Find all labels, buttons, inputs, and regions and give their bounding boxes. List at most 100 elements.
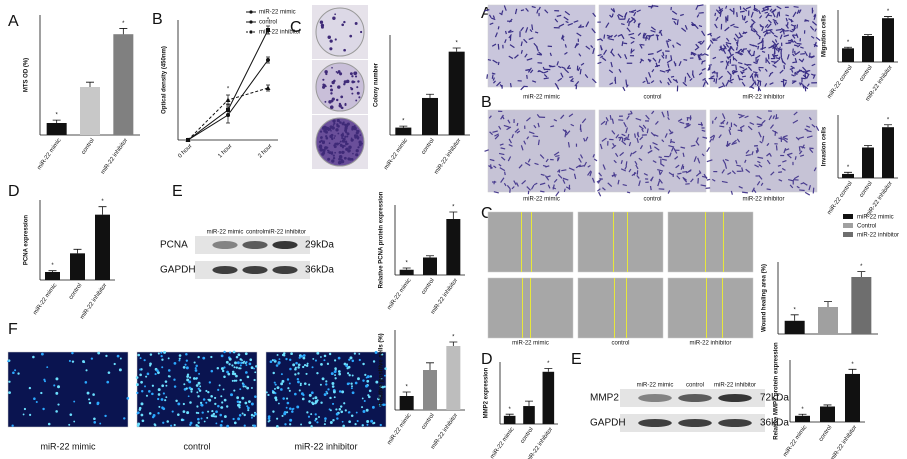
cell bbox=[660, 163, 665, 167]
cell bbox=[244, 385, 247, 388]
bar bbox=[80, 87, 100, 135]
cell bbox=[218, 384, 221, 387]
annotation: * bbox=[508, 407, 511, 413]
cell bbox=[550, 158, 554, 161]
cell bbox=[626, 84, 629, 88]
colony bbox=[332, 124, 335, 126]
cell bbox=[701, 67, 706, 71]
cell bbox=[684, 76, 687, 83]
cell bbox=[337, 356, 341, 360]
cell bbox=[636, 137, 639, 143]
cell bbox=[727, 46, 733, 52]
cell bbox=[667, 190, 671, 194]
cell bbox=[737, 113, 743, 117]
cell bbox=[782, 138, 788, 143]
cell bbox=[751, 81, 756, 87]
cell bbox=[652, 57, 657, 62]
cell bbox=[187, 395, 190, 398]
micrograph bbox=[667, 211, 754, 273]
cell bbox=[330, 372, 334, 376]
cell bbox=[361, 406, 364, 409]
lane-label: miR-22 inhibitor bbox=[714, 383, 756, 389]
cell bbox=[317, 416, 320, 418]
cell bbox=[682, 170, 688, 173]
panel-letter: C bbox=[481, 205, 493, 222]
cell bbox=[500, 114, 504, 120]
cell bbox=[701, 153, 705, 157]
cell bbox=[529, 69, 534, 74]
error-bar bbox=[452, 47, 461, 52]
cell bbox=[626, 62, 633, 64]
cell bbox=[567, 67, 572, 70]
cell bbox=[570, 77, 574, 82]
cell bbox=[530, 184, 535, 190]
cell bbox=[88, 401, 92, 405]
cell bbox=[544, 68, 551, 71]
cell bbox=[160, 398, 164, 401]
cell bbox=[136, 412, 139, 415]
x-tick-label: miR-22 mimic bbox=[32, 283, 58, 316]
cell bbox=[772, 64, 777, 68]
cell bbox=[567, 142, 570, 148]
colony bbox=[330, 88, 333, 92]
cell bbox=[500, 156, 506, 161]
cell bbox=[221, 369, 225, 373]
cell bbox=[242, 383, 245, 386]
cell bbox=[493, 165, 497, 169]
cell bbox=[661, 139, 665, 143]
cell bbox=[552, 186, 557, 190]
y-axis-label: Migration cells bbox=[822, 14, 828, 57]
cell bbox=[680, 164, 684, 170]
cell bbox=[813, 43, 818, 47]
cell bbox=[35, 400, 38, 404]
cell bbox=[636, 170, 639, 175]
cell bbox=[662, 51, 665, 57]
cell bbox=[244, 362, 247, 365]
cell bbox=[563, 188, 566, 193]
cell bbox=[771, 11, 776, 18]
colony bbox=[356, 137, 360, 140]
cell bbox=[236, 361, 240, 365]
cell bbox=[701, 30, 706, 37]
image-label: miR-22 mimic bbox=[41, 441, 96, 451]
cell bbox=[774, 117, 779, 120]
error-bar bbox=[119, 28, 128, 35]
cell bbox=[711, 70, 716, 74]
colony bbox=[333, 137, 336, 139]
cell bbox=[307, 415, 311, 418]
cell bbox=[520, 26, 525, 32]
cell bbox=[685, 122, 690, 125]
colony bbox=[319, 130, 323, 133]
cell bbox=[578, 26, 585, 28]
cell bbox=[697, 177, 699, 184]
cell bbox=[630, 49, 635, 53]
cell bbox=[636, 175, 640, 179]
cell bbox=[756, 58, 759, 65]
colony bbox=[334, 38, 337, 41]
cell bbox=[730, 190, 733, 195]
cell bbox=[533, 182, 538, 186]
cell bbox=[84, 381, 88, 384]
cell bbox=[239, 367, 242, 370]
cell bbox=[540, 173, 545, 176]
cell bbox=[775, 114, 778, 119]
cell bbox=[508, 30, 514, 34]
cell bbox=[777, 48, 783, 51]
cell bbox=[135, 376, 139, 379]
annotation: * bbox=[452, 335, 455, 341]
cell bbox=[792, 181, 794, 185]
cell bbox=[197, 395, 200, 398]
micrograph bbox=[667, 277, 754, 339]
cell bbox=[647, 53, 654, 56]
cell bbox=[223, 350, 226, 354]
cell bbox=[348, 358, 351, 361]
colony bbox=[329, 105, 334, 110]
cell bbox=[219, 413, 223, 417]
colony bbox=[325, 130, 328, 134]
micrograph bbox=[136, 351, 258, 428]
x-tick-label: control bbox=[421, 138, 436, 156]
colony bbox=[329, 39, 333, 43]
cell bbox=[811, 123, 816, 128]
colony bbox=[331, 152, 333, 155]
cell bbox=[637, 22, 641, 28]
